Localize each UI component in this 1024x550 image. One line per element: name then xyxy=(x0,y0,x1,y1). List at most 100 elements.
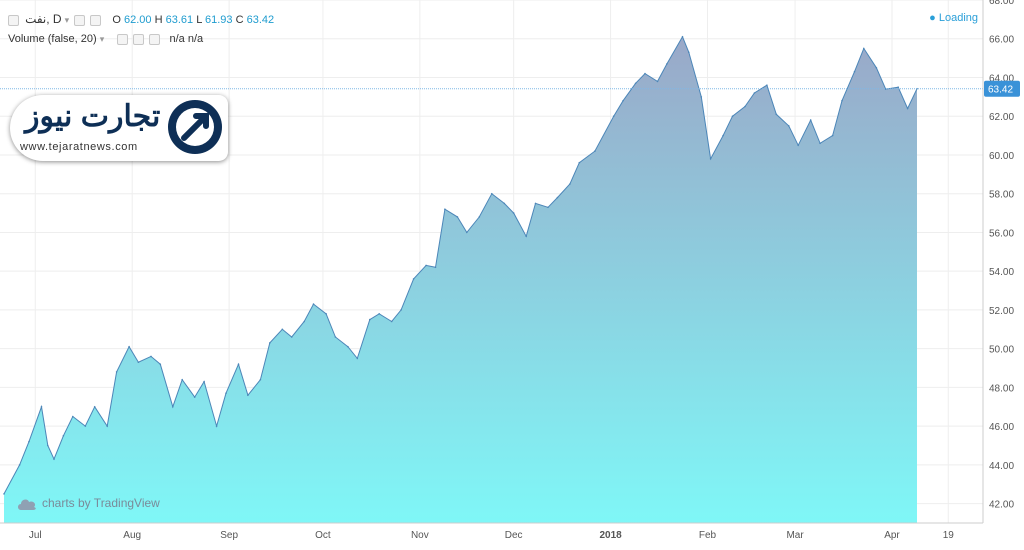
data-point xyxy=(634,82,637,85)
chart-header: نفت, D ▾ O 62.00 H 63.61 L 61.93 C 63.42 xyxy=(6,12,274,26)
data-point xyxy=(281,328,284,331)
data-point xyxy=(547,206,549,209)
data-point xyxy=(3,493,5,495)
symbol-label: نفت, D xyxy=(25,12,62,26)
data-point xyxy=(259,378,262,381)
data-point xyxy=(556,196,559,199)
y-tick-label: 42.00 xyxy=(989,500,1014,511)
last-price-label: 63.42 xyxy=(988,85,1013,96)
loading-label: Loading xyxy=(938,12,978,24)
brand-name: تجارت نیوز xyxy=(25,100,161,133)
data-point xyxy=(40,406,43,408)
data-point xyxy=(656,80,659,83)
data-point xyxy=(681,36,684,38)
data-point xyxy=(412,278,415,280)
data-point xyxy=(788,125,790,127)
data-point xyxy=(491,192,493,195)
x-tick-label: Aug xyxy=(123,530,141,541)
close-label: C xyxy=(235,14,244,26)
eye-icon[interactable] xyxy=(117,33,129,45)
x-tick-label: Apr xyxy=(884,530,900,541)
loading-indicator: ● Loading xyxy=(929,12,978,24)
data-point xyxy=(128,345,130,348)
data-point xyxy=(18,464,21,466)
tradingview-watermark[interactable]: charts by TradingView xyxy=(16,496,160,511)
y-tick-label: 54.00 xyxy=(989,267,1014,278)
low-value: 61.93 xyxy=(205,14,233,26)
data-point xyxy=(906,107,909,110)
data-point xyxy=(722,134,724,137)
data-point xyxy=(700,96,703,98)
series-area xyxy=(4,36,917,524)
data-point xyxy=(466,231,468,234)
data-point xyxy=(425,264,427,267)
data-point xyxy=(269,342,271,344)
close-icon[interactable] xyxy=(149,33,161,45)
data-point xyxy=(347,345,349,348)
open-value: 62.00 xyxy=(124,14,152,26)
data-point xyxy=(181,378,183,381)
y-tick-label: 46.00 xyxy=(989,422,1014,433)
data-point xyxy=(797,144,799,147)
data-point xyxy=(303,320,306,323)
settings-icon[interactable] xyxy=(133,33,145,45)
data-point xyxy=(753,92,756,94)
data-point xyxy=(434,266,437,269)
settings-icon[interactable] xyxy=(90,14,102,26)
data-point xyxy=(809,119,812,121)
data-point xyxy=(369,318,371,321)
y-tick-label: 56.00 xyxy=(989,228,1014,239)
volume-header: Volume (false, 20) ▾ n/a n/a xyxy=(8,33,203,45)
data-point xyxy=(897,86,899,88)
data-point xyxy=(841,99,843,102)
last-price-badge xyxy=(984,80,1020,97)
chevron-down-icon[interactable]: ▾ xyxy=(64,15,70,25)
data-point xyxy=(744,105,746,108)
data-point xyxy=(290,336,293,338)
data-point xyxy=(62,435,65,437)
data-point xyxy=(106,425,108,427)
y-tick-label: 50.00 xyxy=(989,345,1014,356)
brand-mark-icon xyxy=(168,100,222,154)
y-tick-label: 66.00 xyxy=(989,35,1014,46)
data-point xyxy=(247,394,249,397)
chevron-down-icon[interactable]: ▾ xyxy=(99,34,105,44)
volume-label: Volume (false, 20) xyxy=(8,33,97,45)
data-point xyxy=(875,67,878,69)
data-point xyxy=(444,208,446,210)
brand-logo: تجارت نیوز www.tejaratnews.com xyxy=(10,95,228,161)
x-tick-label: Sep xyxy=(220,530,238,541)
plot-area xyxy=(3,35,918,524)
data-point xyxy=(831,134,834,137)
collapse-toggle-icon[interactable] xyxy=(8,14,19,26)
y-tick-label: 52.00 xyxy=(989,306,1014,317)
data-point xyxy=(237,363,240,366)
cloud-icon xyxy=(18,499,36,510)
data-point xyxy=(525,235,527,238)
data-point xyxy=(172,406,174,408)
data-point xyxy=(150,355,152,358)
y-tick-label: 44.00 xyxy=(989,461,1014,472)
data-point xyxy=(731,115,734,117)
high-label: H xyxy=(154,14,163,26)
data-point xyxy=(93,406,96,408)
data-point xyxy=(775,113,778,116)
x-tick-label: Dec xyxy=(505,530,523,541)
series-line xyxy=(3,35,918,495)
x-tick-label: Nov xyxy=(411,530,429,541)
data-point xyxy=(622,99,624,102)
data-point xyxy=(356,357,359,360)
data-point xyxy=(569,183,571,185)
data-point xyxy=(84,425,87,427)
data-point xyxy=(28,440,30,443)
data-point xyxy=(53,458,55,460)
data-point xyxy=(325,313,327,315)
data-point xyxy=(853,70,856,73)
data-point xyxy=(863,47,865,50)
data-point xyxy=(378,313,381,315)
data-point xyxy=(215,425,218,427)
data-point xyxy=(688,51,690,54)
data-point xyxy=(578,161,581,164)
eye-icon[interactable] xyxy=(74,14,86,26)
